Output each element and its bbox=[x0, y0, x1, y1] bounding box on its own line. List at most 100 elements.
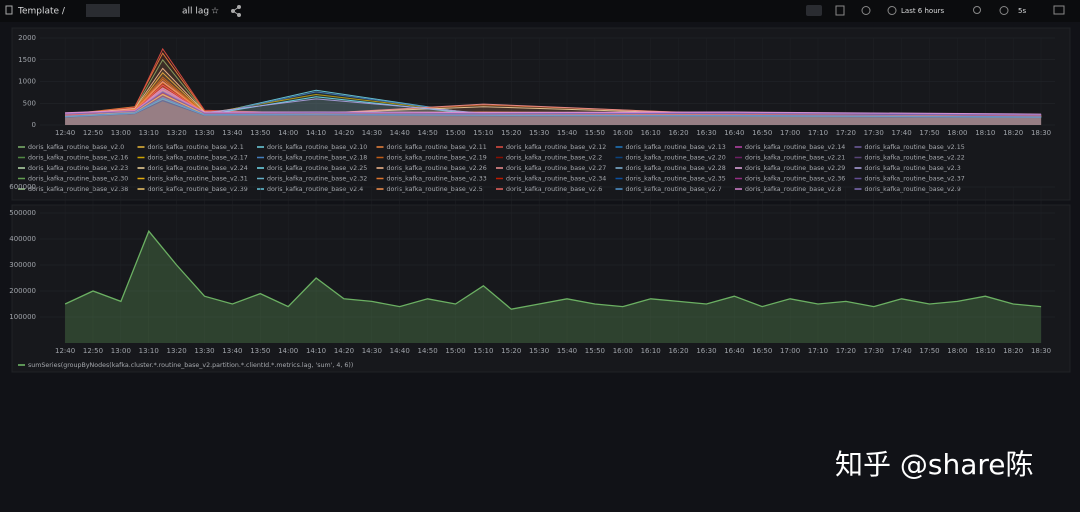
y-tick-label: 200000 bbox=[9, 287, 36, 295]
star-icon[interactable]: ☆ bbox=[211, 7, 219, 17]
x-tick-label: 12:50 bbox=[83, 129, 103, 137]
panel bbox=[11, 204, 1071, 373]
x-tick-label: 17:00 bbox=[780, 129, 800, 137]
legend-entry: doris_kafka_routine_base_v2.23 bbox=[28, 165, 128, 172]
y-tick-label: 400000 bbox=[9, 235, 36, 243]
x-tick-label: 13:10 bbox=[139, 129, 159, 137]
x-tick-label: 18:20 bbox=[1003, 129, 1023, 137]
x-tick-label: 14:20 bbox=[334, 129, 354, 137]
legend-entry: doris_kafka_routine_base_v2.10 bbox=[267, 144, 367, 151]
x-tick-label: 16:20 bbox=[668, 347, 688, 355]
x-tick-label: 13:00 bbox=[111, 129, 131, 137]
x-tick-label: 13:40 bbox=[222, 347, 242, 355]
save-button[interactable] bbox=[835, 5, 845, 16]
series-area bbox=[65, 98, 1042, 125]
tv-mode-button[interactable] bbox=[1053, 5, 1065, 15]
zoom-out-button[interactable] bbox=[973, 6, 981, 14]
x-tick-label: 16:50 bbox=[752, 129, 772, 137]
series-area bbox=[65, 59, 1042, 125]
x-tick-label: 16:10 bbox=[641, 129, 661, 137]
legend-entry: doris_kafka_routine_base_v2.5 bbox=[387, 186, 483, 193]
x-tick-label: 13:30 bbox=[194, 129, 214, 137]
x-tick-label: 17:00 bbox=[780, 347, 800, 355]
legend-entry: doris_kafka_routine_base_v2.12 bbox=[506, 144, 606, 151]
series-line bbox=[65, 97, 1042, 118]
series-area bbox=[65, 97, 1042, 125]
series-area bbox=[65, 99, 1042, 125]
legend-entry: doris_kafka_routine_base_v2.4 bbox=[267, 186, 363, 193]
legend-entry: doris_kafka_routine_base_v2.8 bbox=[745, 186, 841, 193]
folder-box[interactable] bbox=[86, 4, 120, 17]
series-area bbox=[65, 91, 1042, 125]
legend-entry: doris_kafka_routine_base_v2.25 bbox=[267, 165, 367, 172]
add-panel-button[interactable] bbox=[806, 5, 822, 16]
legend-entry: doris_kafka_routine_base_v2.19 bbox=[387, 155, 487, 162]
legend-entry: doris_kafka_routine_base_v2.17 bbox=[148, 155, 248, 162]
x-tick-label: 15:00 bbox=[445, 129, 465, 137]
breadcrumb[interactable]: Template / bbox=[17, 7, 66, 17]
x-tick-label: 13:20 bbox=[167, 129, 187, 137]
legend-entry: doris_kafka_routine_base_v2.35 bbox=[626, 176, 726, 183]
y-tick-label: 1000 bbox=[18, 78, 36, 86]
legend-entry: doris_kafka_routine_base_v2.2 bbox=[506, 155, 602, 162]
x-tick-label: 15:40 bbox=[557, 347, 577, 355]
x-tick-label: 17:10 bbox=[808, 129, 828, 137]
time-picker[interactable]: Last 6 hours bbox=[901, 7, 945, 15]
dashboard-title[interactable]: all lag bbox=[182, 7, 209, 17]
x-tick-label: 16:00 bbox=[613, 129, 633, 137]
series-area bbox=[65, 96, 1042, 125]
refresh-interval[interactable]: 5s bbox=[1018, 7, 1026, 15]
x-tick-label: 16:40 bbox=[724, 129, 744, 137]
legend-entry: doris_kafka_routine_base_v2.36 bbox=[745, 176, 845, 183]
x-tick-label: 17:30 bbox=[864, 129, 884, 137]
series-area bbox=[65, 98, 1042, 125]
x-tick-label: 12:50 bbox=[83, 347, 103, 355]
series-area bbox=[65, 53, 1042, 126]
x-tick-label: 17:40 bbox=[892, 347, 912, 355]
grid-icon[interactable] bbox=[5, 5, 13, 15]
x-tick-label: 12:40 bbox=[55, 129, 75, 137]
x-tick-label: 14:30 bbox=[362, 347, 382, 355]
legend-entry: doris_kafka_routine_base_v2.22 bbox=[865, 155, 965, 162]
legend-entry: doris_kafka_routine_base_v2.14 bbox=[745, 144, 845, 151]
series-area bbox=[65, 96, 1042, 125]
x-tick-label: 18:30 bbox=[1031, 129, 1051, 137]
series-line bbox=[64, 229, 1042, 310]
series-area bbox=[65, 94, 1042, 125]
x-tick-label: 13:50 bbox=[250, 129, 270, 137]
x-tick-label: 15:10 bbox=[473, 347, 493, 355]
x-tick-label: 15:40 bbox=[557, 129, 577, 137]
legend-entry: doris_kafka_routine_base_v2.16 bbox=[28, 155, 128, 162]
x-tick-label: 14:00 bbox=[278, 347, 298, 355]
series-area bbox=[65, 231, 1042, 343]
legend-entry: doris_kafka_routine_base_v2.27 bbox=[506, 165, 606, 172]
x-tick-label: 17:20 bbox=[836, 129, 856, 137]
legend-entry: doris_kafka_routine_base_v2.0 bbox=[28, 144, 124, 151]
y-tick-label: 300000 bbox=[9, 261, 36, 269]
settings-button[interactable] bbox=[861, 6, 871, 15]
legend-entry: doris_kafka_routine_base_v2.33 bbox=[387, 176, 487, 183]
x-tick-label: 16:00 bbox=[613, 347, 633, 355]
series-area bbox=[65, 93, 1042, 125]
legend-entry: doris_kafka_routine_base_v2.21 bbox=[745, 155, 845, 162]
x-tick-label: 16:30 bbox=[696, 347, 716, 355]
legend-entry: doris_kafka_routine_base_v2.37 bbox=[865, 176, 965, 183]
x-tick-label: 18:10 bbox=[975, 129, 995, 137]
x-tick-label: 15:30 bbox=[529, 347, 549, 355]
x-tick-label: 15:50 bbox=[585, 129, 605, 137]
x-tick-label: 16:40 bbox=[724, 347, 744, 355]
legend-entry: doris_kafka_routine_base_v2.32 bbox=[267, 176, 367, 183]
legend-entry: doris_kafka_routine_base_v2.30 bbox=[28, 176, 128, 183]
x-tick-label: 15:10 bbox=[473, 129, 493, 137]
legend-entry: doris_kafka_routine_base_v2.3 bbox=[865, 165, 961, 172]
x-tick-label: 16:10 bbox=[641, 347, 661, 355]
legend-entry: doris_kafka_routine_base_v2.24 bbox=[148, 165, 248, 172]
share-icon[interactable] bbox=[231, 5, 241, 17]
x-tick-label: 13:10 bbox=[139, 347, 159, 355]
refresh-button[interactable] bbox=[999, 6, 1009, 15]
x-tick-label: 18:00 bbox=[947, 347, 967, 355]
x-tick-label: 16:30 bbox=[696, 129, 716, 137]
x-tick-label: 17:30 bbox=[864, 347, 884, 355]
x-tick-label: 14:40 bbox=[390, 129, 410, 137]
legend-entry: doris_kafka_routine_base_v2.6 bbox=[506, 186, 602, 193]
